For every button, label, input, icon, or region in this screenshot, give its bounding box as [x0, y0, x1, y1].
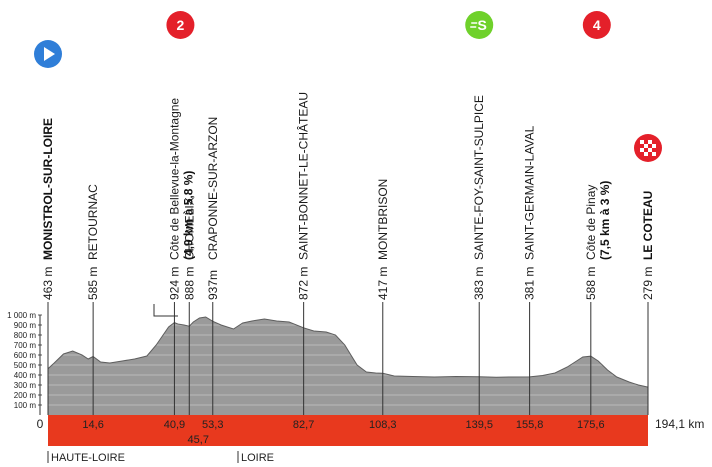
waypoint-climb-detail: (7,5 km à 3 %): [598, 181, 612, 260]
waypoint-name: CRAPONNE-SUR-ARZON: [206, 117, 220, 260]
waypoint-altitude: 937m: [206, 270, 220, 300]
waypoint-label-group: 417 m MONTBRISON: [376, 179, 390, 300]
play-icon: [44, 47, 55, 61]
waypoint-name: CHOMELIX: [182, 197, 196, 260]
y-tick-label: 200 m: [14, 391, 37, 400]
waypoint-altitude: 383 m: [472, 267, 486, 300]
waypoint-name: SAINT-GERMAIN-LAVAL: [523, 125, 537, 260]
waypoint-name: RETOURNAC: [86, 184, 100, 260]
waypoint-climb-detail: (4,9 km à 5,8 %): [181, 171, 195, 260]
checkered-flag-cell: [652, 152, 656, 156]
checkered-flag-cell: [644, 144, 648, 148]
sprint-badge: S: [465, 11, 494, 39]
waypoint-label-group: 924 m Côte de Bellevue-la-Montagne (4,9 km…: [167, 98, 195, 300]
waypoint-saint-bonnet-le-ch-teau: 872 m SAINT-BONNET-LE-CHÂTEAU: [296, 92, 311, 440]
km-label: 53,3: [202, 419, 223, 431]
waypoint-montbrison: 417 m MONTBRISON: [376, 179, 390, 440]
distance-band-bar: [48, 415, 648, 446]
climb-badge-circle: [582, 11, 611, 39]
finish-badge: [634, 134, 662, 162]
waypoint-label-group: 585 m RETOURNAC: [86, 184, 100, 300]
km-label: 82,7: [293, 419, 314, 431]
waypoint-c-te-de-pinay: 588 m Côte de Pinay (7,5 km à 3 %) 4: [582, 11, 612, 440]
waypoint-label-group: 888 m CHOMELIX: [182, 197, 196, 300]
km-label: 108,3: [369, 419, 397, 431]
sprint-badge-circle: [465, 11, 494, 39]
waypoint-label-group: 937m CRAPONNE-SUR-ARZON: [206, 117, 220, 300]
waypoint-altitude: 585 m: [86, 267, 100, 300]
checkered-flag-cell: [640, 140, 644, 144]
checkered-flag-cell: [648, 148, 652, 152]
waypoint-sainte-foy-saint-sulpice: 383 m SAINTE-FOY-SAINT-SULPICE S: [465, 11, 494, 440]
climb-category: 4: [593, 17, 601, 33]
km-label: 14,6: [82, 419, 103, 431]
waypoint-name: MONISTROL-SUR-LOIRE: [41, 118, 55, 260]
waypoint-name: Côte de Bellevue-la-Montagne: [167, 98, 181, 260]
km-label: 175,6: [577, 419, 605, 431]
summit-connector: [153, 304, 178, 317]
climb-badge: 4: [582, 11, 611, 39]
checkered-flag-cell: [648, 140, 652, 144]
y-tick-label: 400 m: [14, 371, 37, 380]
profile-area: [48, 317, 648, 415]
y-tick-label: 300 m: [14, 381, 37, 390]
km-label: 45,7: [188, 434, 209, 446]
distance-band: 0 194,1 km 14,6 40,945,7 53,3 82,7 108,3 139,5 1…: [37, 415, 704, 446]
waypoints: 463 m MONISTROL-SUR-LOIRE 585 m RETOURNAC 92…: [34, 11, 662, 440]
climb-badge: 2: [166, 11, 195, 39]
waypoint-altitude: 888 m: [182, 267, 196, 300]
total-distance-label: 194,1 km: [655, 417, 704, 431]
start-badge: [34, 40, 62, 68]
waypoint-name: SAINTE-FOY-SAINT-SULPICE: [472, 95, 486, 260]
waypoint-name: MONTBRISON: [376, 179, 390, 260]
y-tick-label: 100 m: [14, 401, 37, 410]
waypoint-label-group: 872 m SAINT-BONNET-LE-CHÂTEAU: [296, 92, 311, 300]
waypoint-altitude: 279 m: [641, 267, 655, 300]
waypoint-c-te-de-bellevue-la-montagne: 924 m Côte de Bellevue-la-Montagne (4,9 km…: [166, 11, 195, 440]
waypoint-label-group: 463 m MONISTROL-SUR-LOIRE: [41, 118, 55, 300]
waypoint-name: SAINT-BONNET-LE-CHÂTEAU: [296, 92, 311, 260]
climb-category: 2: [177, 17, 185, 33]
km-label: 139,5: [465, 419, 493, 431]
y-tick-label: 1 000 m: [7, 311, 36, 320]
km-zero-label: 0: [37, 417, 44, 431]
km-label: 155,8: [516, 419, 544, 431]
waypoint-altitude: 872 m: [297, 267, 311, 300]
waypoint-name: Côte de Pinay: [584, 185, 598, 260]
waypoint-altitude: 588 m: [584, 267, 598, 300]
waypoint-altitude: 417 m: [376, 267, 390, 300]
y-tick-label: 900 m: [14, 321, 37, 330]
waypoint-label-group: 279 m LE COTEAU: [641, 191, 655, 300]
checkered-flag-cell: [644, 152, 648, 156]
waypoint-label-group: 381 m SAINT-GERMAIN-LAVAL: [523, 125, 537, 300]
climb-badge-circle: [166, 11, 195, 39]
waypoint-altitude: 924 m: [167, 267, 181, 300]
y-tick-label: 800 m: [14, 331, 37, 340]
checkered-flag-cell: [652, 144, 656, 148]
y-tick-label: 600 m: [14, 351, 37, 360]
waypoint-le-coteau: 279 m LE COTEAU: [634, 134, 662, 415]
waypoint-craponne-sur-arzon: 937m CRAPONNE-SUR-ARZON: [206, 117, 220, 440]
sprint-icon: [470, 22, 478, 28]
waypoint-altitude: 463 m: [41, 267, 55, 300]
checkered-flag-cell: [640, 148, 644, 152]
region-labels: HAUTE-LOIRE LOIRE: [47, 451, 274, 464]
y-tick-label: 500 m: [14, 361, 37, 370]
waypoint-name: LE COTEAU: [641, 191, 655, 260]
km-label: 40,9: [164, 419, 185, 431]
waypoint-altitude: 381 m: [523, 267, 537, 300]
y-tick-label: 700 m: [14, 341, 37, 350]
region-label: LOIRE: [241, 452, 274, 464]
waypoint-monistrol-sur-loire: 463 m MONISTROL-SUR-LOIRE: [34, 40, 62, 415]
profile-line: [47, 316, 649, 388]
waypoint-label-group: 383 m SAINTE-FOY-SAINT-SULPICE: [472, 95, 486, 300]
elevation-profile: [47, 316, 649, 415]
region-label: HAUTE-LOIRE: [51, 452, 125, 464]
sprint-badge-text: S: [478, 17, 487, 33]
waypoint-label-group: 588 m Côte de Pinay (7,5 km à 3 %): [584, 181, 612, 300]
